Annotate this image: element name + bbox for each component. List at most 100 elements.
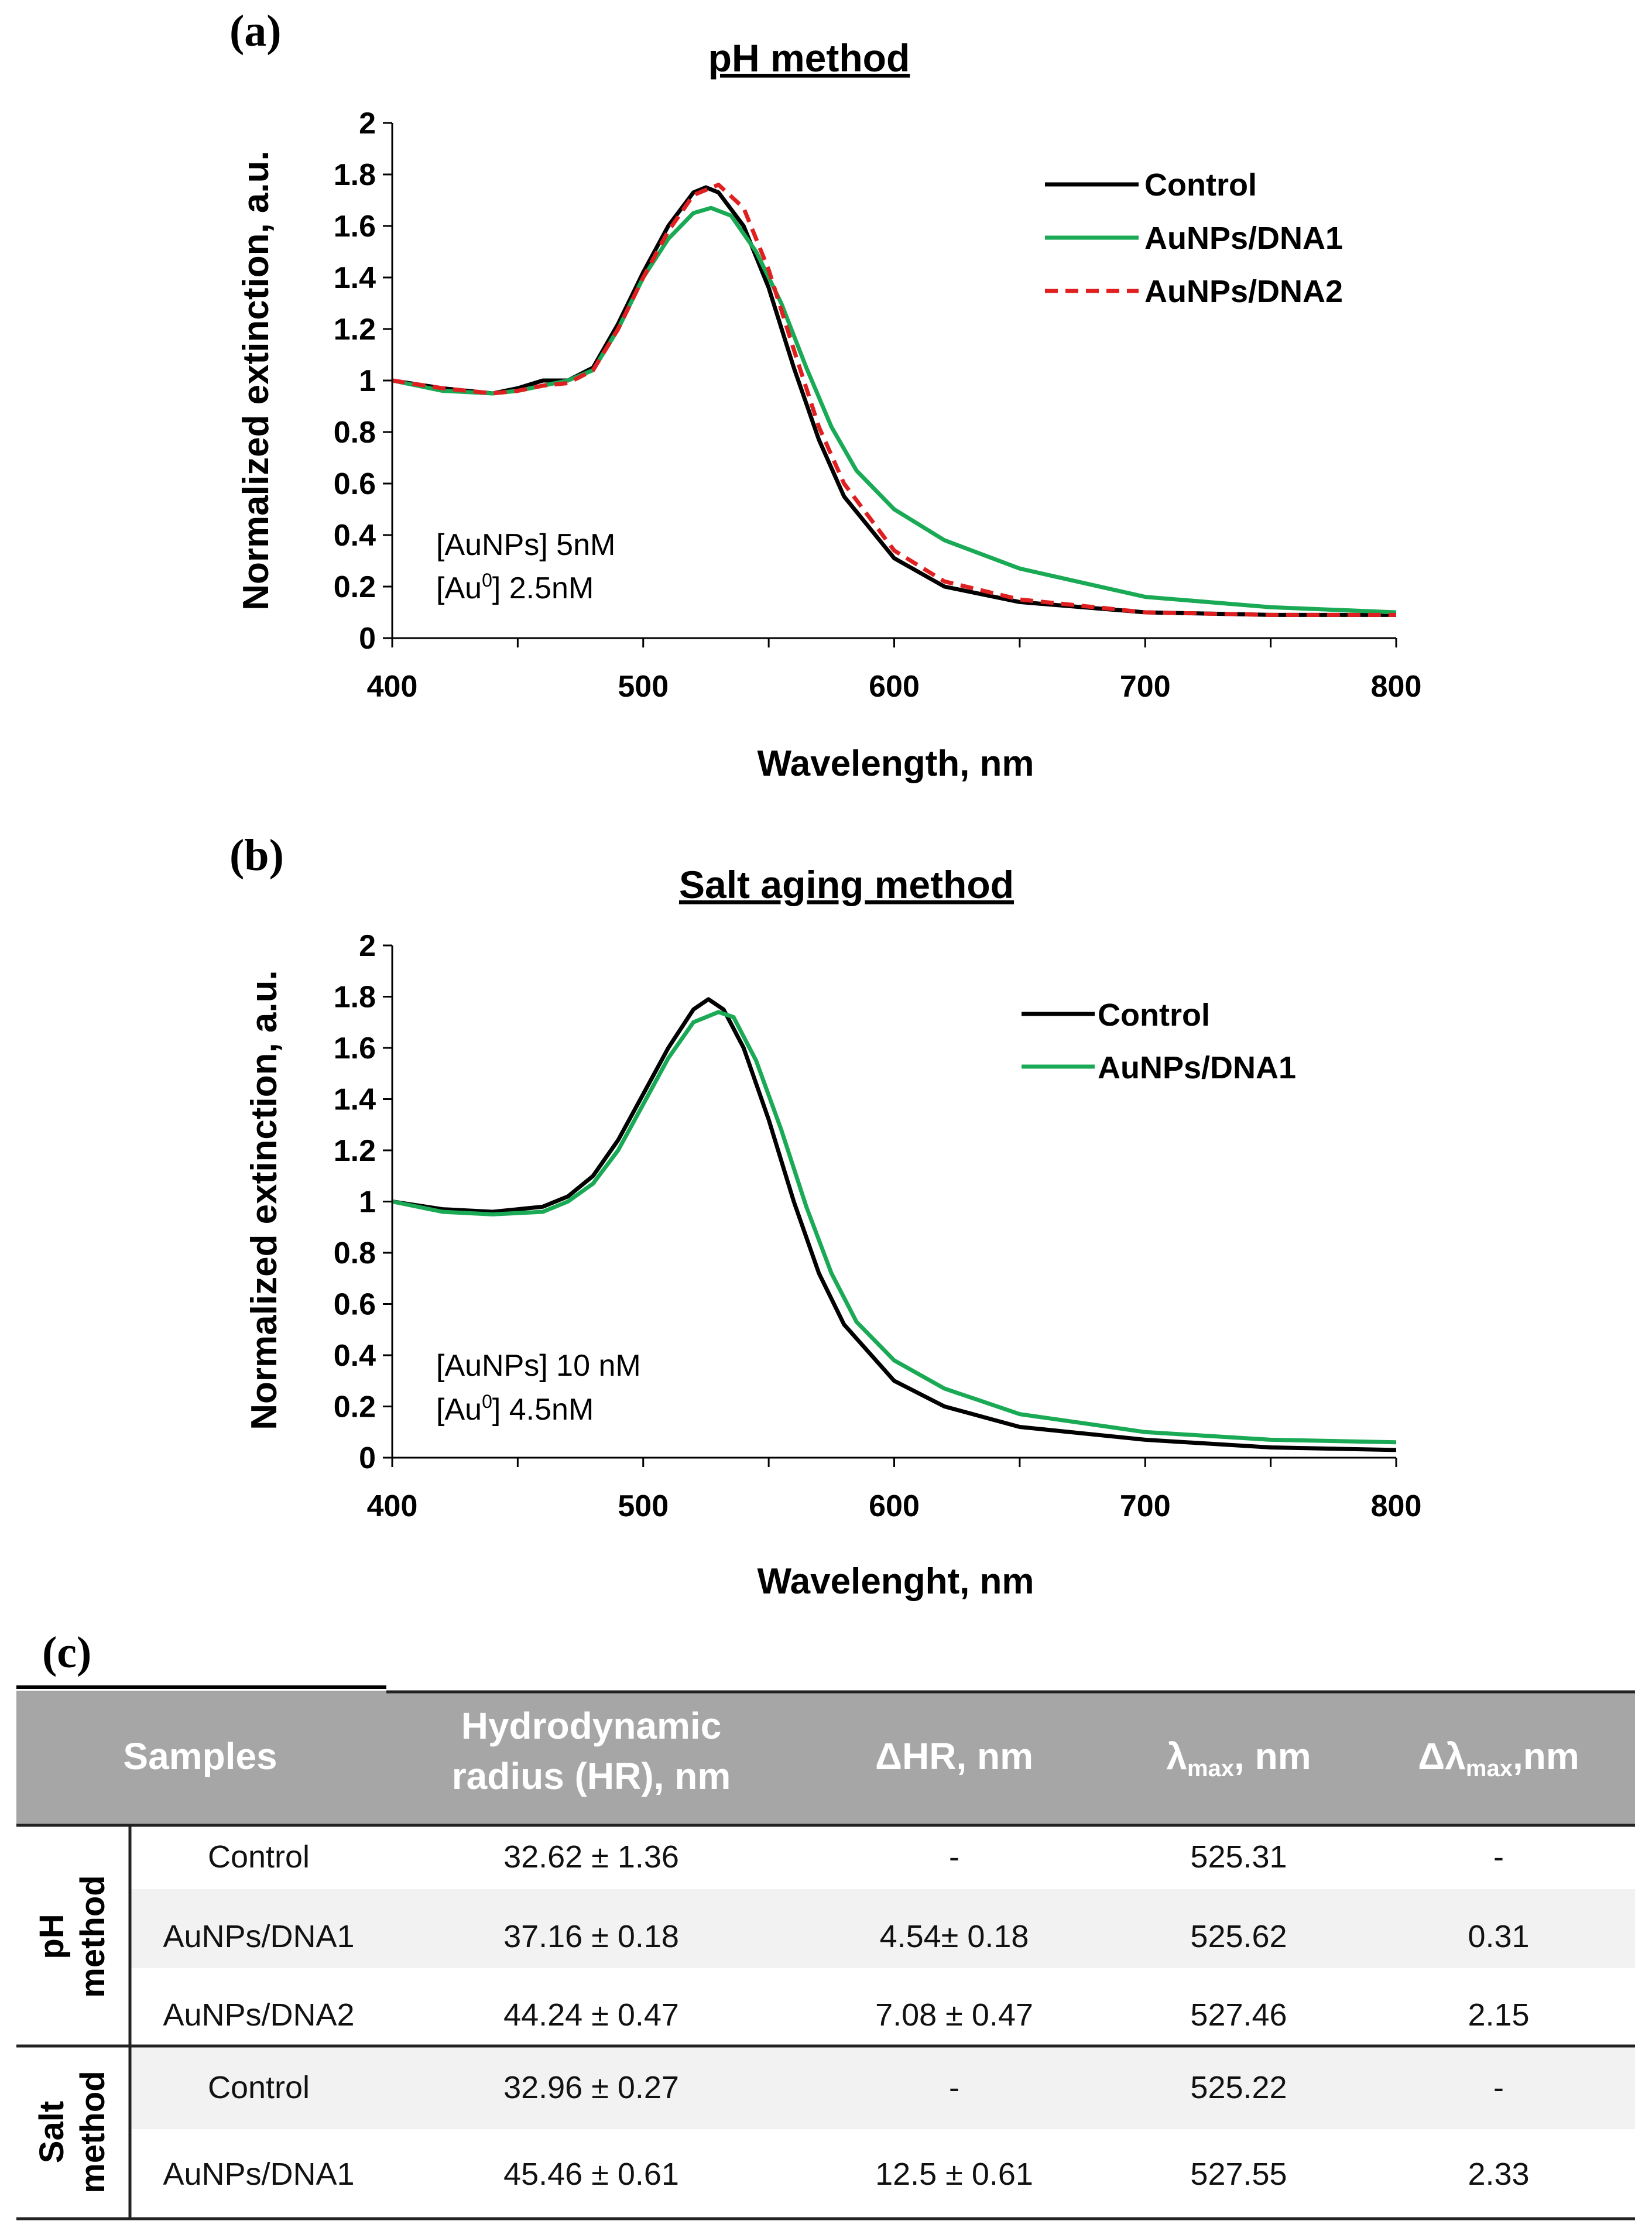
table-cell-dhr: -	[949, 1839, 959, 1874]
table-cell-sample: AuNPs/DNA2	[163, 1997, 354, 2033]
table-cell-sample: AuNPs/DNA1	[163, 2157, 354, 2192]
annotation-a: [AuNPs] 5nM [Au0] 2.5nM	[436, 528, 615, 605]
x-tick-label: 400	[367, 670, 418, 704]
table-cell-lmax: 525.31	[1190, 1839, 1287, 1874]
table-cell-lmax: 527.55	[1190, 2157, 1287, 2192]
y-tick-label: 0.2	[334, 1390, 376, 1424]
header-lmax-unit: , nm	[1234, 1735, 1311, 1777]
legend-label-dna2-a: AuNPs/DNA2	[1144, 274, 1343, 309]
group-label-salt-line1: Salt	[33, 2101, 71, 2163]
annotation-line2-prefix-b: [Au	[436, 1393, 482, 1427]
annotation-line1-b: [AuNPs] 10 nM	[436, 1349, 641, 1383]
x-tick-label: 600	[869, 670, 920, 704]
table-cell-dhr: -	[949, 2070, 959, 2105]
table-cell-dhr: 12.5 ± 0.61	[875, 2157, 1033, 2192]
annotation-line2-prefix-a: [Au	[436, 571, 482, 605]
y-tick-label: 1.4	[334, 261, 376, 295]
y-axis-label-b: Normalized extinction, a.u.	[244, 970, 285, 1430]
legend-label-control-b: Control	[1098, 998, 1210, 1033]
y-tick-label: 1.2	[334, 1134, 376, 1168]
table-cell-hr: 44.24 ± 0.47	[503, 1997, 679, 2033]
chart-title-b: Salt aging method	[679, 863, 1014, 906]
panel-label-b: (b)	[229, 831, 284, 880]
y-tick-label: 0.8	[334, 416, 376, 450]
series-line-control	[392, 185, 1396, 617]
x-tick-label: 700	[1120, 670, 1171, 704]
results-table: (c) Samples Hydrodynamic radius (HR), nm…	[16, 1628, 1635, 2220]
legend-b: Control AuNPs/DNA1	[1022, 998, 1296, 1085]
y-tick-label: 1.4	[334, 1083, 376, 1117]
row-stripe	[130, 1889, 1635, 1968]
y-tick-label: 0.4	[334, 519, 376, 553]
y-tick-label: 0	[359, 622, 376, 656]
table-cell-dhr: 7.08 ± 0.47	[875, 1997, 1033, 2033]
x-axis-label-a: Wavelength, nm	[757, 743, 1034, 784]
legend-label-control-a: Control	[1144, 167, 1257, 203]
y-tick-label: 1	[359, 1185, 376, 1219]
annotation-line2-sup-b: 0	[482, 1391, 492, 1412]
y-tick-label: 0.8	[334, 1236, 376, 1270]
table-cell-lmax: 527.46	[1190, 1997, 1287, 2033]
group-label-ph-line2: method	[74, 1875, 112, 1997]
x-tick-label: 800	[1371, 670, 1422, 704]
x-tick-label: 600	[869, 1489, 920, 1523]
legend-label-dna1-a: AuNPs/DNA1	[1144, 221, 1343, 256]
header-lmax-sub: max	[1187, 1756, 1234, 1781]
table-cell-dhr: 4.54± 0.18	[880, 1919, 1029, 1954]
header-dlmax: Δλmax,nm	[1418, 1735, 1579, 1781]
group-label-salt-line2: method	[74, 2071, 112, 2193]
header-hr-line2: radius (HR), nm	[452, 1755, 731, 1797]
svg-text:[Au0] 4.5nM: [Au0] 4.5nM	[436, 1391, 594, 1427]
header-lmax-symbol: λ	[1166, 1735, 1187, 1777]
annotation-b: [AuNPs] 10 nM [Au0] 4.5nM	[436, 1349, 641, 1427]
chart-title-a: pH method	[708, 36, 910, 80]
table-cell-dlmax: 0.31	[1468, 1919, 1529, 1954]
header-lmax: λmax, nm	[1166, 1735, 1311, 1781]
table-cell-dlmax: 2.15	[1468, 1997, 1529, 2033]
table-cell-dlmax: -	[1493, 1839, 1504, 1874]
table-cell-lmax: 525.22	[1190, 2070, 1287, 2105]
annotation-line2-suffix-a: ] 2.5nM	[492, 571, 594, 605]
y-tick-label: 1.8	[334, 158, 376, 192]
y-tick-label: 0	[359, 1441, 376, 1475]
table-header-background	[16, 1691, 1635, 1824]
table-cell-lmax: 525.62	[1190, 1919, 1287, 1954]
series-line-control	[392, 997, 1397, 1452]
header-dlmax-sub: max	[1466, 1756, 1513, 1781]
header-hr-line1: Hydrodynamic	[461, 1705, 722, 1747]
svg-text:[Au0] 2.5nM: [Au0] 2.5nM	[436, 570, 594, 605]
x-tick-label: 400	[367, 1489, 418, 1523]
table-cell-sample: Control	[208, 1839, 310, 1874]
y-tick-label: 0.2	[334, 570, 376, 604]
y-tick-label: 0.6	[334, 467, 376, 501]
chart-panel-b: (b) Salt aging method 0 0.2 0.4 0.6 0.8 1 1.2 1…	[229, 831, 1422, 1602]
header-dlmax-unit: ,nm	[1513, 1735, 1579, 1777]
table-cell-dlmax: -	[1493, 2070, 1504, 2105]
table-cell-sample: AuNPs/DNA1	[163, 1919, 354, 1954]
x-tick-label: 800	[1371, 1489, 1422, 1523]
header-dhr: ΔHR, nm	[875, 1735, 1033, 1777]
y-tick-label: 2	[359, 107, 376, 140]
panel-label-c: (c)	[42, 1628, 91, 1677]
chart-panel-a: (a) pH method 0 0.2 0.4 0.6 0.8 1 1.2 1.4 1.6 1.8…	[229, 6, 1422, 784]
legend-a: Control AuNPs/DNA1 AuNPs/DNA2	[1045, 167, 1343, 309]
x-tick-label: 500	[618, 1489, 669, 1523]
table-cell-hr: 45.46 ± 0.61	[503, 2157, 679, 2192]
table-cell-dlmax: 2.33	[1468, 2157, 1529, 2192]
y-tick-label: 1.6	[334, 1031, 376, 1065]
group-label-ph-line1: pH	[33, 1914, 71, 1959]
header-dlmax-symbol: Δλ	[1418, 1735, 1466, 1777]
x-tick-label: 700	[1120, 1489, 1171, 1523]
table-cell-hr: 32.96 ± 0.27	[503, 2070, 679, 2105]
series-line-aunps-dna2	[392, 183, 1396, 617]
annotation-line2-suffix-b: ] 4.5nM	[492, 1393, 594, 1427]
table-cell-hr: 32.62 ± 1.36	[503, 1839, 679, 1874]
header-samples: Samples	[123, 1735, 277, 1777]
y-tick-label: 0.6	[334, 1288, 376, 1322]
x-tick-label: 500	[618, 670, 669, 704]
annotation-line1-a: [AuNPs] 5nM	[436, 528, 615, 562]
panel-label-a: (a)	[229, 6, 282, 56]
legend-label-dna1-b: AuNPs/DNA1	[1098, 1050, 1296, 1085]
y-axis-label-a: Normalized extinction, a.u.	[236, 150, 276, 610]
y-tick-label: 1.6	[334, 210, 376, 244]
